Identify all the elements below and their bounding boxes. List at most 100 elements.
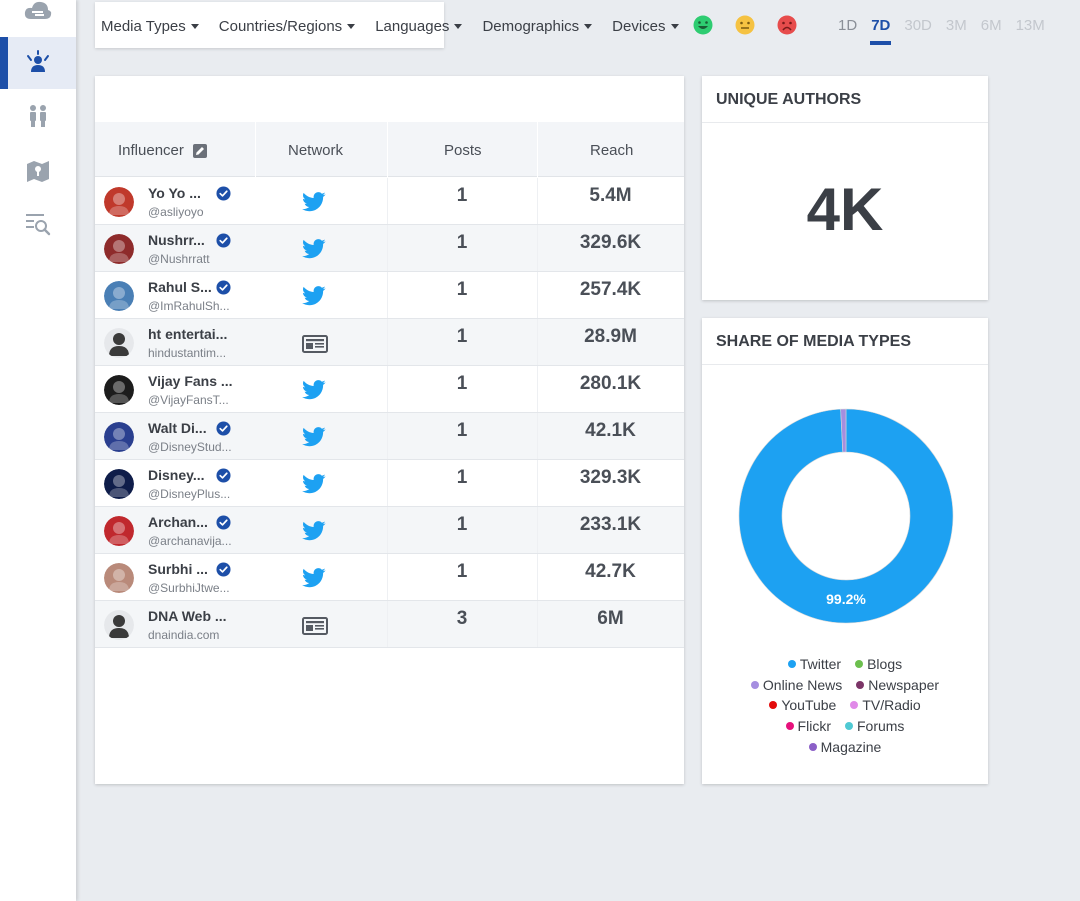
neutral-face-icon[interactable] <box>735 15 755 35</box>
range-6m[interactable]: 6M <box>980 17 1002 34</box>
influencer-name[interactable]: Vijay Fans ... <box>148 373 233 389</box>
column-reach[interactable]: Reach <box>590 142 634 159</box>
legend-label: Magazine <box>820 738 882 755</box>
table-row[interactable]: Vijay Fans ... @VijayFansT... 1 280.1K <box>95 366 684 413</box>
positive-face-icon[interactable] <box>693 15 713 35</box>
column-divider <box>537 225 538 271</box>
legend-item[interactable]: Newspaper <box>856 677 939 693</box>
avatar[interactable] <box>104 328 134 358</box>
filter-languages[interactable]: Languages <box>375 17 463 35</box>
donut-slice-online-news[interactable] <box>840 408 847 453</box>
column-divider <box>537 413 538 459</box>
influencer-name[interactable]: Archan... <box>148 514 208 530</box>
posts-count: 1 <box>456 232 468 253</box>
avatar[interactable] <box>104 610 134 640</box>
influencer-name[interactable]: Walt Di... <box>148 420 207 436</box>
unique-authors-card: UNIQUE AUTHORS 4K <box>702 76 988 300</box>
column-divider <box>537 319 538 365</box>
legend-item[interactable]: Forums <box>844 718 905 735</box>
table-row[interactable]: Archan... @archanavija... 1 233.1K <box>95 507 684 554</box>
legend-item[interactable]: Magazine <box>808 738 882 755</box>
range-13m[interactable]: 13M <box>1015 17 1045 34</box>
column-label: Influencer <box>118 142 184 159</box>
column-divider <box>537 272 538 318</box>
filter-media-types[interactable]: Media Types <box>101 18 199 35</box>
column-divider <box>387 366 388 412</box>
column-divider <box>387 413 388 459</box>
negative-face-icon[interactable] <box>777 15 797 35</box>
influencer-handle: @DisneyStud... <box>148 440 232 454</box>
column-influencer[interactable]: Influencer <box>118 142 207 159</box>
avatar[interactable] <box>104 187 134 217</box>
influencer-handle: @SurbhiJtwe... <box>148 581 230 595</box>
table-row[interactable]: DNA Web ... dnaindia.com 3 6M <box>95 601 684 648</box>
caret-down-icon <box>670 24 679 29</box>
avatar[interactable] <box>104 422 134 452</box>
influencer-name[interactable]: DNA Web ... <box>148 608 227 624</box>
table-row[interactable]: Surbhi ... @SurbhiJtwe... 1 42.7K <box>95 554 684 601</box>
avatar[interactable] <box>104 375 134 405</box>
news-icon <box>302 335 328 355</box>
posts-count: 1 <box>456 420 468 441</box>
sidebar-item-search-list[interactable] <box>0 198 76 250</box>
avatar[interactable] <box>104 234 134 264</box>
column-network[interactable]: Network <box>288 142 344 159</box>
legend-item[interactable]: Twitter <box>787 656 842 673</box>
column-posts[interactable]: Posts <box>444 142 482 159</box>
avatar[interactable] <box>104 516 134 546</box>
edit-icon[interactable] <box>192 143 207 158</box>
column-divider <box>537 178 538 224</box>
filter-countries-regions[interactable]: Countries/Regions <box>219 18 356 35</box>
legend-item[interactable]: Online News <box>750 677 842 693</box>
donut-slice-twitter[interactable] <box>738 408 954 624</box>
avatar[interactable] <box>104 281 134 311</box>
legend-item[interactable]: Blogs <box>855 656 902 672</box>
influencer-name[interactable]: Nushrr... <box>148 232 205 248</box>
filter-label: Languages <box>375 17 450 35</box>
table-row[interactable]: ht entertai... hindustantim... 1 28.9M <box>95 319 684 366</box>
influencer-name[interactable]: Surbhi ... <box>148 561 208 577</box>
avatar[interactable] <box>104 563 134 593</box>
avatar[interactable] <box>104 469 134 499</box>
sidebar-item-people[interactable] <box>0 90 76 142</box>
legend-label: Twitter <box>799 656 842 673</box>
influencer-name[interactable]: ht entertai... <box>148 326 228 342</box>
filter-devices[interactable]: Devices <box>612 17 679 35</box>
table-row[interactable]: Yo Yo ... @asliyoyo 1 5.4M <box>95 178 684 225</box>
column-divider <box>387 272 388 318</box>
sidebar-item-cloud[interactable] <box>0 0 76 36</box>
table-row[interactable]: Disney... @DisneyPlus... 1 329.3K <box>95 460 684 507</box>
influencer-handle: @asliyoyo <box>148 205 204 219</box>
legend-label: Forums <box>856 718 905 735</box>
legend-dot-icon <box>787 660 796 669</box>
sidebar-item-influencers[interactable] <box>0 37 76 89</box>
posts-count: 1 <box>456 279 468 300</box>
sidebar-item-map[interactable] <box>0 145 76 197</box>
table-row[interactable]: Walt Di... @DisneyStud... 1 42.1K <box>95 413 684 460</box>
range-3m[interactable]: 3M <box>945 17 967 34</box>
legend-item[interactable]: TV/Radio <box>850 697 921 713</box>
table-row[interactable]: Nushrr... @Nushrratt 1 329.6K <box>95 225 684 272</box>
filter-label: Devices <box>612 17 666 35</box>
posts-count: 1 <box>456 185 468 206</box>
reach-value: 28.9M <box>584 326 637 347</box>
influencer-handle: dnaindia.com <box>148 628 220 642</box>
influencer-handle: hindustantim... <box>148 346 227 360</box>
filter-label: Demographics <box>482 17 580 35</box>
influencer-name[interactable]: Disney... <box>148 467 205 483</box>
influencer-name[interactable]: Rahul S... <box>148 279 212 295</box>
influencer-name[interactable]: Yo Yo ... <box>148 185 201 201</box>
search-list-icon <box>26 214 51 236</box>
table-row[interactable]: Rahul S... @ImRahulSh... 1 257.4K <box>95 272 684 319</box>
twitter-icon <box>302 286 328 306</box>
range-1d[interactable]: 1D <box>838 17 858 34</box>
legend-item[interactable]: YouTube <box>769 697 836 713</box>
legend-dot-icon <box>750 680 759 689</box>
legend-item[interactable]: Flickr <box>785 718 831 734</box>
range-30d[interactable]: 30D <box>904 17 932 34</box>
posts-count: 1 <box>456 561 468 582</box>
influencer-icon <box>27 50 49 72</box>
range-7d[interactable]: 7D <box>870 17 892 45</box>
twitter-icon <box>302 380 328 400</box>
filter-demographics[interactable]: Demographics <box>482 17 593 35</box>
